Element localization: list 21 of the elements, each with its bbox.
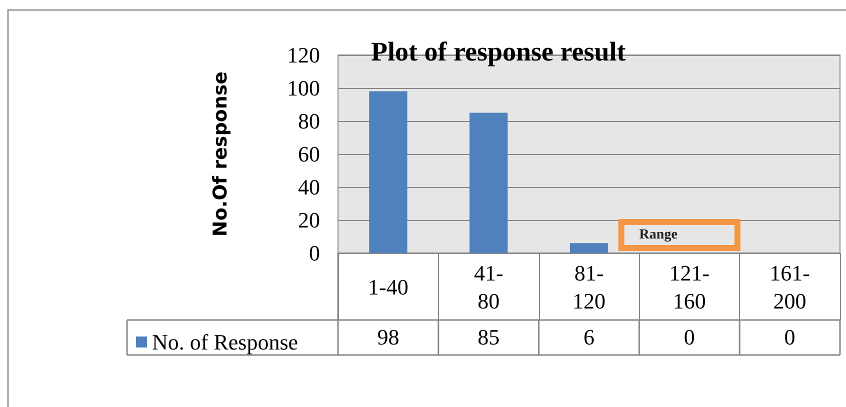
data-label: 98 <box>377 324 400 350</box>
y-tick-label: 100 <box>287 76 320 100</box>
x-axis-title: Range <box>639 228 678 242</box>
legend-label: No. of Response <box>152 330 298 354</box>
y-tick-label: 80 <box>298 108 320 134</box>
data-label: 0 <box>684 324 695 350</box>
data-label: 85 <box>478 324 500 350</box>
y-tick-label: 20 <box>298 208 320 232</box>
x-tick-label: 161-200 <box>770 260 810 314</box>
y-axis-title: No.Of response <box>210 71 232 237</box>
data-label: 6 <box>584 324 594 350</box>
x-tick-label: 41-80 <box>474 260 504 314</box>
x-tick-label: 1-40 <box>368 274 408 300</box>
chart-title: Plot of response result <box>371 36 626 66</box>
y-tick-label: 60 <box>298 142 320 166</box>
data-label: 0 <box>784 324 796 350</box>
y-tick-label: 0 <box>309 240 320 266</box>
y-tick-label: 120 <box>287 42 320 68</box>
y-tick-label: 40 <box>298 174 320 200</box>
x-tick-label: 121-160 <box>669 260 710 314</box>
x-tick-label: 81-120 <box>572 260 606 314</box>
